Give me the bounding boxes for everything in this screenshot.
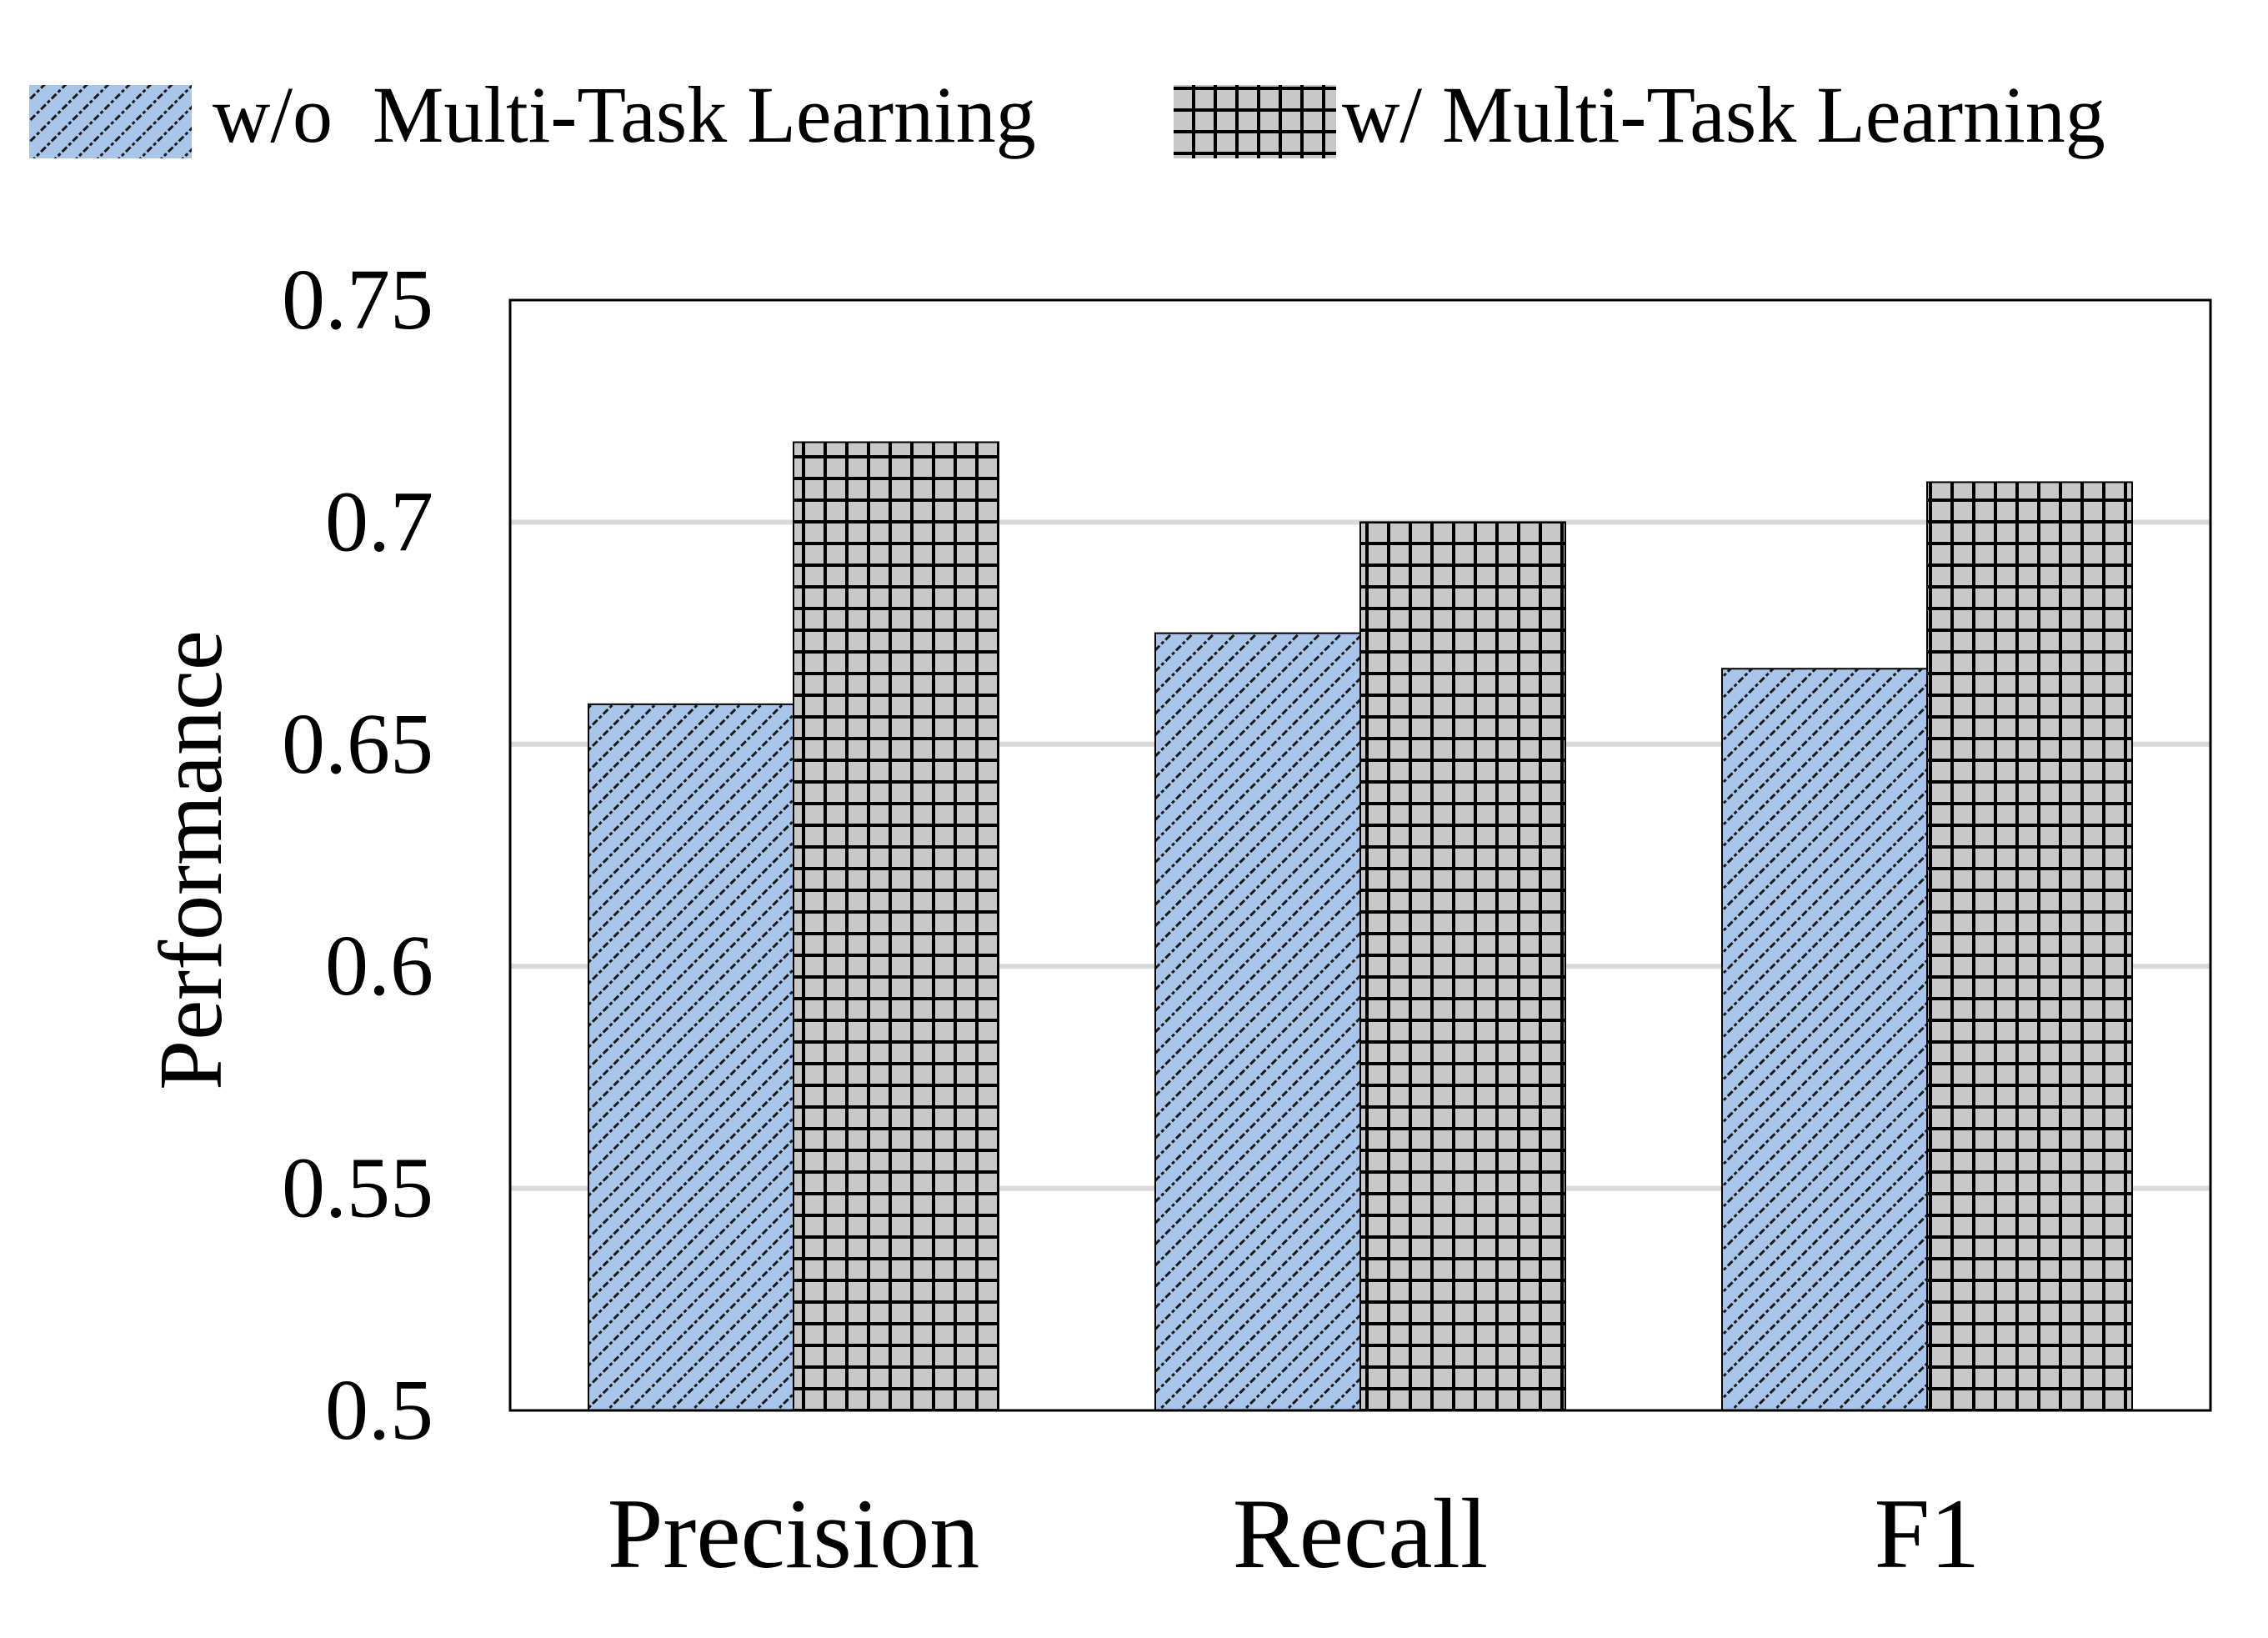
- bar-precision-series-1: [793, 441, 999, 1411]
- plot-area-frame: [508, 298, 2212, 1412]
- x-tick-label-f1: F1: [1875, 1478, 1980, 1589]
- legend: w/o Multi-Task Learning w/ Multi-Task Le…: [29, 70, 2105, 159]
- y-tick-label: 0.5: [325, 1362, 433, 1458]
- bar-precision-series-0: [588, 703, 794, 1411]
- bar-recall-series-0: [1154, 632, 1361, 1411]
- y-tick-label: 0.75: [282, 252, 433, 348]
- bars: [588, 441, 2133, 1411]
- y-axis-label: Performance: [142, 630, 241, 1090]
- bar-recall-series-1: [1359, 521, 1566, 1411]
- x-tick-label-precision: Precision: [608, 1478, 980, 1589]
- y-tick-label: 0.6: [325, 918, 433, 1014]
- y-tick-label: 0.7: [325, 473, 433, 569]
- legend-label-series-1: w/ Multi-Task Learning: [1342, 70, 2105, 159]
- y-tick-label: 0.65: [282, 696, 433, 792]
- x-tick-labels: Precision Recall F1: [608, 1478, 1980, 1589]
- legend-swatch-series-1: [1174, 85, 1336, 158]
- legend-label-series-0: w/o Multi-Task Learning: [213, 70, 1036, 159]
- x-tick-label-recall: Recall: [1233, 1478, 1489, 1589]
- y-tick-label: 0.55: [282, 1140, 433, 1236]
- bar-f1-series-0: [1721, 668, 1928, 1411]
- y-tick-labels: 0.5 0.55 0.6 0.65 0.7 0.75: [282, 252, 433, 1458]
- bar-f1-series-1: [1926, 481, 2133, 1411]
- legend-swatch-series-0: [29, 85, 192, 158]
